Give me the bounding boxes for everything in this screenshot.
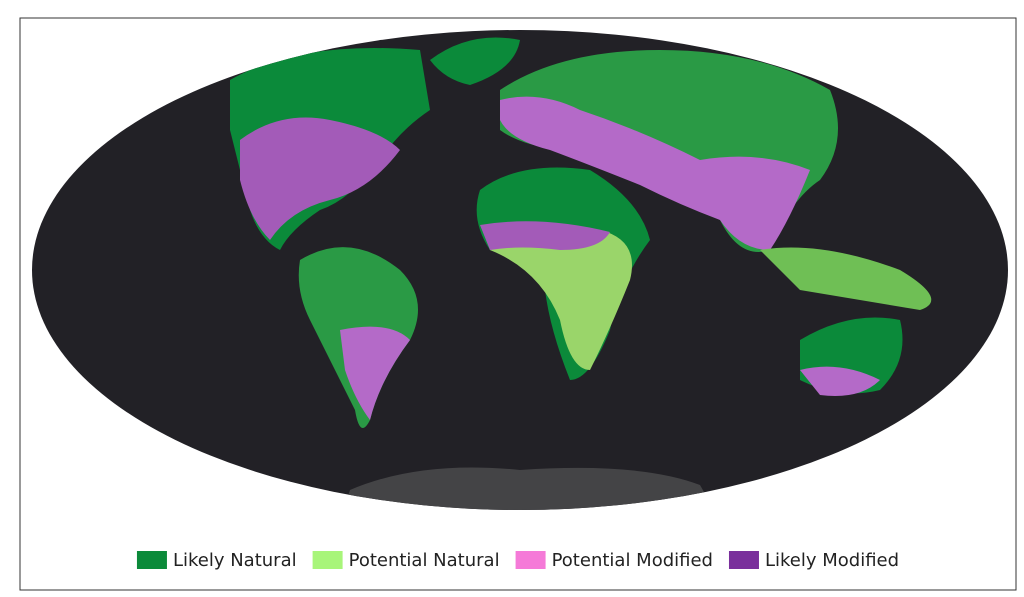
legend: Likely Natural Potential Natural Potential… bbox=[136, 550, 899, 571]
legend-swatch bbox=[515, 551, 546, 569]
legend-label: Likely Natural bbox=[173, 550, 297, 571]
north-america-modified bbox=[240, 117, 400, 240]
africa-south bbox=[485, 225, 632, 370]
south-america-modified bbox=[340, 326, 410, 420]
legend-swatch bbox=[136, 551, 167, 569]
legend-label: Potential Modified bbox=[552, 550, 713, 571]
land bbox=[230, 37, 932, 510]
legend-label: Likely Modified bbox=[765, 550, 899, 571]
greenland bbox=[430, 37, 520, 85]
legend-swatch bbox=[312, 551, 343, 569]
legend-swatch bbox=[728, 551, 759, 569]
africa-sahel bbox=[480, 221, 610, 250]
eurasia-modified bbox=[500, 96, 810, 251]
southeast-asia bbox=[760, 247, 932, 310]
legend-label: Potential Natural bbox=[349, 550, 500, 571]
australia-modified bbox=[800, 366, 880, 396]
